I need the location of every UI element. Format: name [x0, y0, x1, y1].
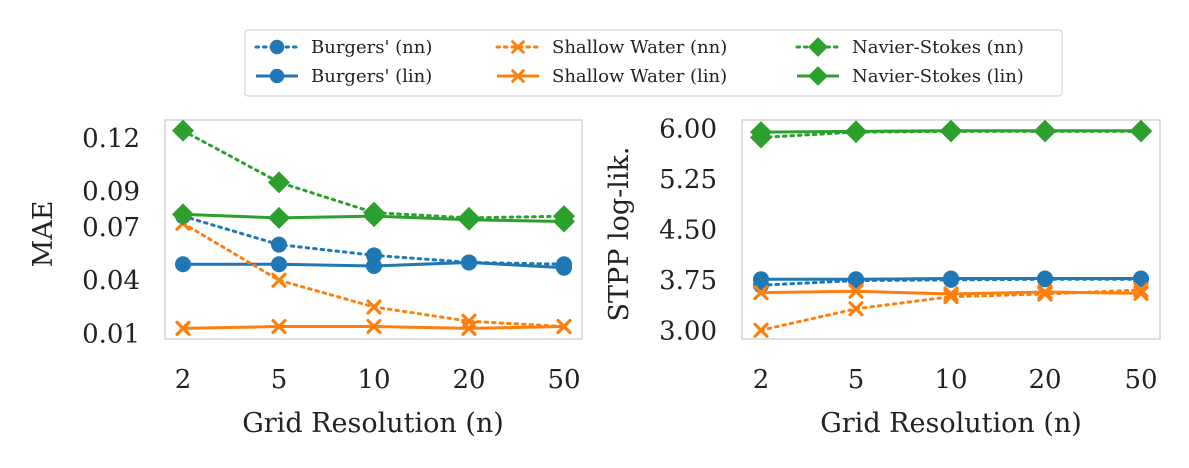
x-tick-label: 10 [934, 365, 967, 395]
legend-label: Burgers' (nn) [311, 37, 432, 58]
stpp-y-axis-label: STPP log-lik. [604, 147, 635, 322]
shallow-water-nn-marker [366, 299, 382, 315]
legend-item-navier-stokes-nn: Navier-Stokes (nn) [795, 37, 1024, 58]
navier-stokes-lin-marker [750, 121, 772, 144]
x-tick-label: 2 [175, 365, 192, 395]
shallow-water-lin-marker [1133, 285, 1149, 301]
y-tick-label: 6.00 [659, 115, 717, 145]
y-tick-label: 0.07 [82, 213, 140, 243]
burgers-lin-marker [271, 256, 287, 273]
legend-label: Burgers' (lin) [311, 66, 432, 87]
legend-label: Shallow Water (lin) [552, 66, 727, 87]
y-tick-label: 0.04 [82, 266, 140, 296]
shallow-water-lin-marker [175, 320, 191, 336]
y-tick-label: 0.12 [82, 124, 140, 154]
legend-item-shallow-water-nn: Shallow Water (nn) [495, 37, 727, 58]
mae-plot-frame [164, 119, 583, 340]
x-tick-label: 5 [271, 365, 288, 395]
shallow-water-lin-marker [271, 318, 287, 335]
shallow-water-lin-marker [461, 320, 477, 336]
series-burgers-lin [753, 270, 1149, 288]
shallow-water-nn-marker [271, 272, 287, 288]
navier-stokes-lin-marker [172, 203, 194, 226]
burgers-nn-marker [271, 236, 287, 253]
stpp-plot-frame [741, 119, 1161, 340]
navier-stokes-lin-marker [268, 206, 290, 229]
legend-frame [244, 29, 1063, 97]
navier-stokes-lin-marker [458, 208, 480, 231]
shallow-water-nn-marker [753, 322, 769, 338]
burgers-lin-marker [175, 256, 191, 273]
legend-item-shallow-water-lin: Shallow Water (lin) [497, 66, 727, 87]
shallow-water-lin-marker [943, 286, 959, 302]
y-tick-label: 4.50 [659, 216, 717, 246]
series-shallow-water-lin [753, 283, 1149, 302]
burgers-lin-marker [366, 258, 382, 274]
burgers-lin-marker [753, 271, 769, 288]
navier-stokes-lin-marker [363, 205, 385, 228]
x-tick-label: 2 [753, 365, 770, 395]
legend-label: Navier-Stokes (lin) [852, 66, 1024, 87]
burgers-lin-marker [556, 259, 572, 276]
mae-panel: 0.12 0.09 0.07 0.04 0.01 2 5 10 20 50 MAE Grid R… [28, 119, 583, 439]
x-tick-label: 5 [848, 365, 865, 395]
legend-shallow-water-lin-marker [511, 69, 525, 83]
mae-x-axis-label: Grid Resolution (n) [242, 408, 504, 439]
legend: Burgers' (nn) Shallow Water (nn) Navier-St… [244, 29, 1063, 97]
burgers-lin-marker [1133, 270, 1149, 287]
burgers-lin-marker [943, 270, 959, 287]
navier-stokes-lin-marker [940, 119, 962, 142]
stpp-x-axis-label: Grid Resolution (n) [820, 408, 1082, 439]
navier-stokes-nn-marker [268, 171, 290, 194]
y-tick-label: 3.00 [659, 316, 717, 346]
legend-navier-stokes-lin-marker [808, 66, 828, 86]
series-navier-stokes-lin [172, 203, 575, 233]
mae-y-axis-label: MAE [28, 201, 59, 268]
y-tick-label: 0.01 [82, 320, 140, 350]
y-tick-label: 5.25 [659, 165, 717, 195]
burgers-lin-marker [461, 254, 477, 271]
burgers-lin-marker [1037, 270, 1053, 287]
y-tick-label: 3.75 [659, 266, 717, 296]
x-tick-label: 10 [357, 365, 390, 395]
shallow-water-lin-marker [753, 285, 769, 301]
x-tick-label: 20 [452, 365, 485, 395]
navier-stokes-lin-marker [1034, 119, 1056, 142]
legend-label: Shallow Water (nn) [552, 37, 727, 58]
legend-navier-stokes-nn-marker [808, 37, 828, 57]
series-navier-stokes-lin [750, 119, 1152, 144]
shallow-water-lin-marker [1037, 284, 1053, 300]
series-burgers-lin [175, 254, 572, 276]
shallow-water-lin-marker [848, 283, 864, 299]
navier-stokes-lin-marker [845, 120, 867, 143]
shallow-water-nn-marker [848, 301, 864, 317]
x-tick-label: 50 [547, 365, 580, 395]
navier-stokes-lin-marker [553, 210, 575, 233]
legend-shallow-water-nn-marker [511, 40, 525, 54]
x-tick-label: 50 [1124, 365, 1157, 395]
legend-item-burgers-nn: Burgers' (nn) [254, 37, 432, 58]
legend-label: Navier-Stokes (nn) [852, 37, 1024, 58]
legend-burgers-nn-marker [269, 39, 285, 55]
navier-stokes-nn-marker [172, 119, 194, 142]
shallow-water-lin-marker [366, 318, 382, 335]
navier-stokes-lin-marker [1130, 119, 1152, 142]
legend-burgers-lin-marker [269, 68, 285, 84]
series-shallow-water-lin [175, 318, 572, 336]
stpp-panel: 6.00 5.25 4.50 3.75 3.00 2 5 10 20 50 STPP log-l… [604, 115, 1161, 439]
legend-item-burgers-lin: Burgers' (lin) [256, 66, 432, 87]
x-tick-label: 20 [1028, 365, 1061, 395]
shallow-water-lin-marker [556, 318, 572, 335]
legend-item-navier-stokes-lin: Navier-Stokes (lin) [797, 66, 1024, 87]
y-tick-label: 0.09 [82, 177, 140, 207]
burgers-lin-marker [848, 271, 864, 288]
